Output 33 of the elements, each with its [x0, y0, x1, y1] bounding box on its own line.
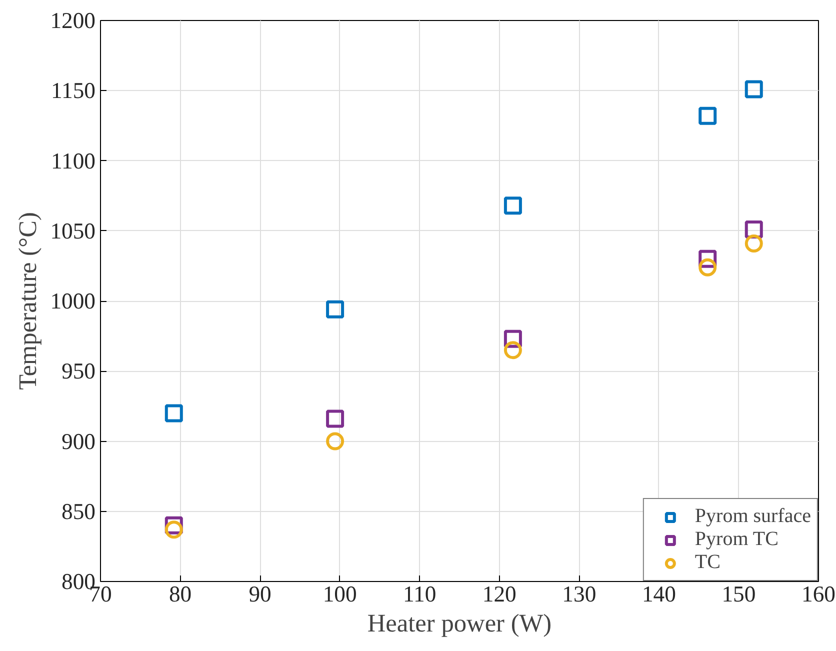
- y-tick-label: 1050: [50, 218, 96, 244]
- legend-label: Pyrom surface: [694, 505, 811, 528]
- point: [326, 300, 344, 318]
- y-tick-label: 950: [62, 358, 96, 384]
- point: [504, 341, 522, 360]
- point: [164, 520, 183, 539]
- point: [164, 404, 183, 422]
- point: [744, 80, 763, 98]
- x-tick-label: 160: [802, 582, 836, 606]
- x-tick-label: 130: [562, 582, 596, 606]
- point: [744, 234, 763, 252]
- y-tick-label: 1200: [50, 8, 96, 33]
- x-tick-label: 120: [482, 582, 516, 606]
- x-axis-title: Heater power (W): [367, 610, 552, 638]
- point: [326, 432, 344, 450]
- point: [326, 410, 344, 428]
- legend-label: Pyrom TC: [694, 528, 778, 551]
- point: [698, 258, 717, 276]
- x-tick-label: 110: [403, 582, 436, 606]
- point: [504, 196, 522, 215]
- y-tick-label: 850: [62, 498, 96, 524]
- legend-label: TC: [694, 551, 720, 574]
- y-tick-label: 1150: [51, 78, 96, 104]
- x-tick-label: 100: [322, 582, 357, 606]
- x-tick-label: 80: [168, 582, 192, 606]
- y-tick-label: 900: [62, 428, 96, 454]
- x-tick-label: 150: [722, 582, 756, 606]
- point: [698, 106, 717, 125]
- y-tick-label: 1100: [51, 148, 96, 174]
- x-tick-label: 90: [248, 582, 272, 606]
- y-axis-title: Temperature (°C): [14, 212, 42, 390]
- y-tick-label: 1000: [50, 288, 96, 314]
- x-tick-label: 140: [642, 582, 676, 606]
